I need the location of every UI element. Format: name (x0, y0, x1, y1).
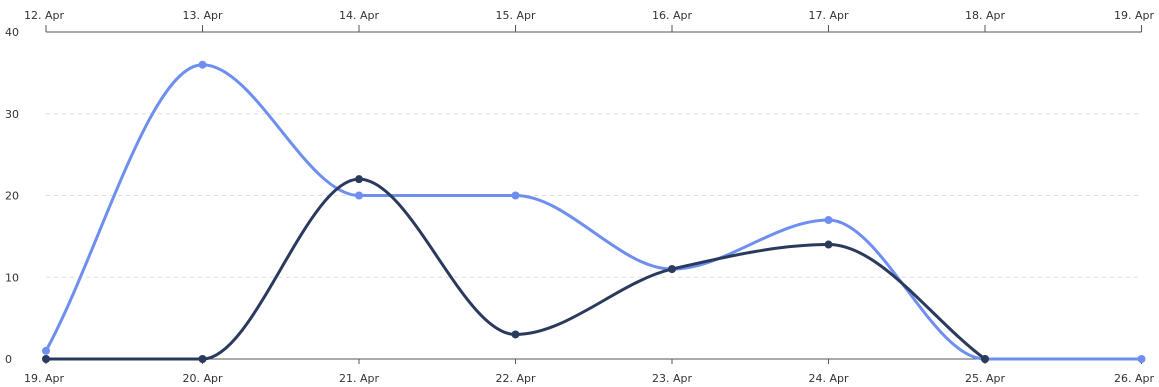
top-x-tick-label: 15. Apr (495, 9, 535, 22)
bottom-axis-series-point (42, 346, 50, 355)
top-axis-series-point (42, 355, 50, 363)
bottom-x-tick-label: 26. Apr (1114, 372, 1154, 385)
bottom-axis-series-point (1137, 355, 1146, 363)
top-x-tick-label: 13. Apr (182, 9, 222, 22)
y-tick-label: 0 (5, 353, 12, 366)
y-tick-label: 10 (5, 271, 19, 284)
bottom-axis-series-point (355, 191, 363, 200)
y-tick-label: 20 (5, 190, 19, 203)
top-axis-series-point (511, 330, 520, 339)
bottom-axis-series-point (198, 60, 207, 69)
tick-labels: 0 10 20 30 40 12. Apr 13. Apr 14. Apr 15. Apr 16.… (5, 9, 1154, 385)
bottom-x-tick-label: 24. Apr (808, 372, 848, 385)
bottom-x-tick-label: 20. Apr (182, 372, 222, 385)
bottom-x-tick-label: 23. Apr (652, 372, 692, 385)
bottom-axis-series-point (824, 216, 833, 225)
grid-lines (46, 113, 1142, 278)
top-x-tick-label: 16. Apr (652, 9, 692, 22)
bottom-x-tick-label: 25. Apr (965, 372, 1005, 385)
y-tick-label: 30 (5, 108, 19, 121)
top-x-tick-label: 17. Apr (808, 9, 848, 22)
series-layer (42, 60, 1146, 363)
top-axis-series-point (981, 355, 989, 363)
top-x-tick-label: 14. Apr (339, 9, 379, 22)
bottom-axis-series-line (44, 63, 1142, 361)
top-axis-series-point (824, 240, 833, 249)
axes (45, 25, 1142, 364)
bottom-x-tick-label: 22. Apr (495, 372, 535, 385)
top-axis-series-point (355, 175, 363, 184)
bottom-x-tick-label: 21. Apr (339, 372, 379, 385)
top-x-tick-label: 19. Apr (1114, 9, 1154, 22)
y-tick-label: 40 (5, 26, 19, 39)
top-axis-series-point (198, 355, 207, 363)
bottom-axis-series-point (511, 191, 520, 200)
top-axis-series-point (668, 265, 676, 274)
top-x-tick-label: 12. Apr (24, 9, 64, 22)
top-x-tick-label: 18. Apr (965, 9, 1005, 22)
bottom-x-tick-label: 19. Apr (24, 372, 64, 385)
